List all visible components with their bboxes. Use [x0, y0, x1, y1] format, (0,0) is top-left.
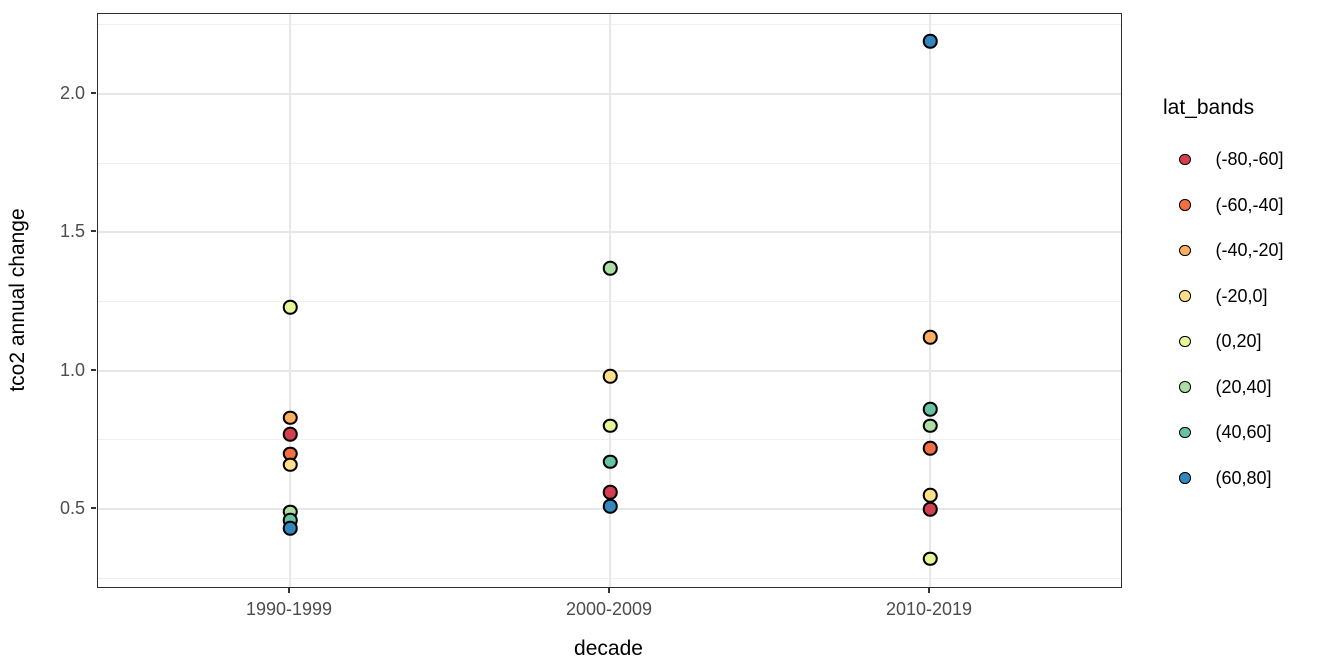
y-tick-label: 0.5	[59, 498, 85, 518]
category-gridline	[929, 14, 931, 587]
legend-items: (-80,-60] (-60,-40] (-40,-20] (-20,0] (0,20]…	[1160, 146, 1340, 492]
data-point	[602, 485, 618, 500]
legend-key-dot	[1179, 426, 1191, 439]
legend-item-label: (0,20]	[1215, 331, 1262, 351]
x-tick-mark	[608, 588, 610, 593]
legend-key-dot	[1179, 290, 1191, 302]
y-tick-label: 2.0	[59, 82, 85, 103]
legend-key-dot	[1179, 335, 1191, 348]
legend-item: (-40,-20]	[1160, 237, 1340, 264]
y-tick-mark	[91, 230, 96, 233]
legend-item-label: (-80,-60]	[1215, 149, 1284, 169]
legend-item-label: (60,80]	[1215, 467, 1272, 488]
data-point	[922, 487, 938, 503]
data-point	[602, 498, 618, 514]
data-point	[922, 402, 938, 417]
data-point	[282, 457, 298, 472]
y-tick-mark	[91, 91, 96, 94]
legend-item: (-20,0]	[1160, 283, 1340, 310]
x-axis-title: decade	[574, 637, 643, 660]
legend: lat_bands (-80,-60] (-60,-40] (-40,-20] (-2…	[1160, 96, 1340, 510]
legend-key-dot	[1179, 199, 1191, 211]
x-tick-label: 2000-2009	[565, 599, 653, 619]
x-tick-mark	[928, 588, 930, 593]
legend-title: lat_bands	[1163, 96, 1255, 119]
data-point	[922, 440, 938, 456]
data-point	[922, 551, 938, 567]
legend-item-label: (20,40]	[1215, 376, 1272, 397]
data-point	[602, 261, 618, 276]
y-tick-mark	[91, 368, 96, 371]
plot-panel	[97, 13, 1122, 588]
data-point	[602, 454, 618, 470]
data-point	[282, 521, 298, 536]
legend-item: (-80,-60]	[1160, 146, 1340, 173]
data-point	[922, 330, 938, 345]
category-gridline	[609, 14, 611, 587]
y-tick-mark	[91, 507, 96, 509]
x-tick-label: 1990-1999	[245, 599, 333, 619]
y-axis-title-text: tco2 annual change	[6, 208, 29, 392]
data-point	[602, 368, 618, 384]
x-tick-mark	[288, 588, 290, 593]
data-point	[922, 501, 938, 517]
legend-item-label: (-20,0]	[1215, 285, 1268, 306]
data-point	[282, 299, 298, 315]
data-point	[282, 410, 298, 425]
legend-item: (40,60]	[1160, 419, 1340, 446]
legend-item: (-60,-40]	[1160, 192, 1340, 219]
data-point	[602, 418, 618, 434]
data-point	[282, 427, 298, 442]
legend-item: (0,20]	[1160, 328, 1340, 355]
data-point	[922, 34, 938, 49]
legend-item: (60,80]	[1160, 465, 1340, 492]
y-tick-label: 1.5	[59, 221, 85, 242]
legend-key-dot	[1179, 381, 1191, 393]
data-point	[922, 418, 938, 434]
legend-item-label: (-40,-20]	[1215, 240, 1284, 260]
x-tick-label: 2010-2019	[885, 599, 973, 619]
y-tick-label: 1.0	[59, 359, 85, 380]
legend-item-label: (-60,-40]	[1215, 194, 1284, 215]
legend-key-dot	[1179, 472, 1191, 484]
legend-key-dot	[1179, 153, 1191, 166]
legend-key-dot	[1179, 244, 1191, 257]
legend-item: (20,40]	[1160, 374, 1340, 401]
legend-item-label: (40,60]	[1215, 422, 1272, 442]
